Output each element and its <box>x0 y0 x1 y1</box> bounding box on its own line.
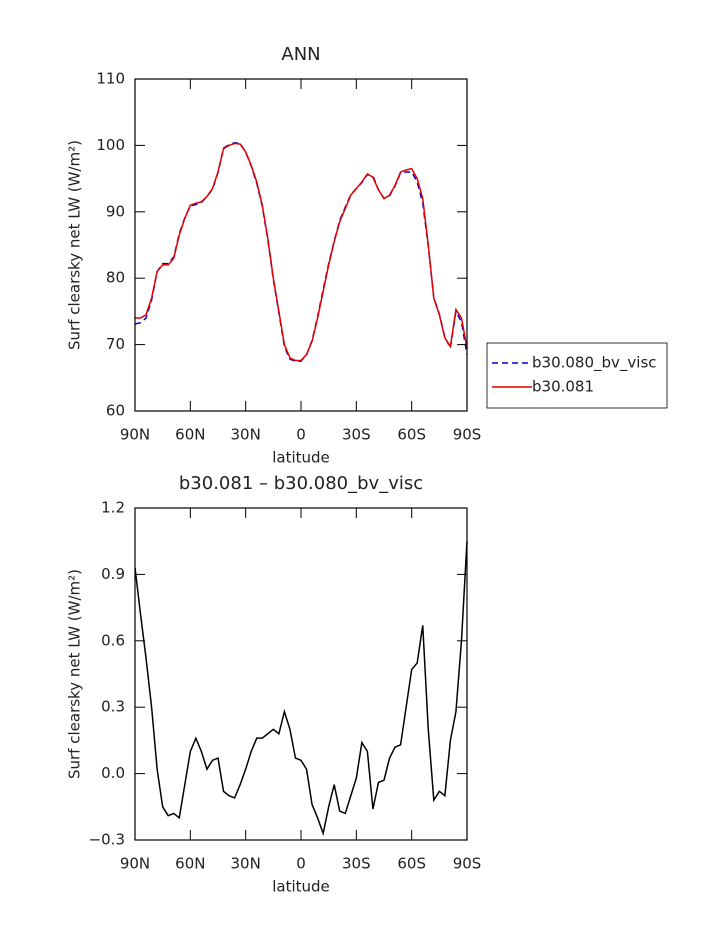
x-tick-label: 60S <box>397 426 426 444</box>
y-tick-label: 0.9 <box>101 565 125 583</box>
chart-title: b30.081 – b30.080_bv_visc <box>179 473 423 494</box>
legend-label: b30.081 <box>532 378 594 396</box>
y-tick-label: 1.2 <box>101 499 125 517</box>
y-tick-label: 60 <box>106 402 125 420</box>
x-tick-label: 0 <box>296 426 306 444</box>
legend-label: b30.080_bv_visc <box>532 354 657 373</box>
line-series <box>134 141 468 362</box>
x-tick-label: 90S <box>453 855 482 873</box>
line-series <box>135 142 468 362</box>
y-tick-label: 0.0 <box>101 764 125 782</box>
x-tick-label: 30N <box>231 855 261 873</box>
x-tick-label: 30S <box>342 855 371 873</box>
plot-frame <box>134 78 468 412</box>
y-tick-label: 0.6 <box>101 631 125 649</box>
y-tick-label: 90 <box>106 202 125 220</box>
x-tick-label: 90N <box>120 855 150 873</box>
y-tick-label: 110 <box>96 70 125 88</box>
y-tick-label: 100 <box>96 136 125 154</box>
y-tick-label: 0.3 <box>101 698 125 716</box>
x-tick-label: 90N <box>120 426 150 444</box>
x-tick-label: 60S <box>397 855 426 873</box>
x-tick-label: 60N <box>175 855 205 873</box>
x-tick-label: 90S <box>453 426 482 444</box>
x-tick-label: 0 <box>296 855 306 873</box>
plot-frame <box>134 507 468 841</box>
x-axis-label: latitude <box>272 878 330 896</box>
chart-title: ANN <box>281 44 320 65</box>
x-tick-label: 30N <box>231 426 261 444</box>
y-tick-label: 70 <box>106 335 125 353</box>
x-tick-label: 30S <box>342 426 371 444</box>
x-axis-label: latitude <box>272 449 330 467</box>
y-tick-label: 80 <box>106 269 125 287</box>
y-axis-label: Surf clearsky net LW (W/m²) <box>66 569 84 779</box>
line-series <box>134 541 468 837</box>
legend-box <box>486 342 668 409</box>
y-tick-label: −0.3 <box>89 831 125 849</box>
y-axis-label: Surf clearsky net LW (W/m²) <box>66 140 84 350</box>
x-tick-label: 60N <box>175 426 205 444</box>
